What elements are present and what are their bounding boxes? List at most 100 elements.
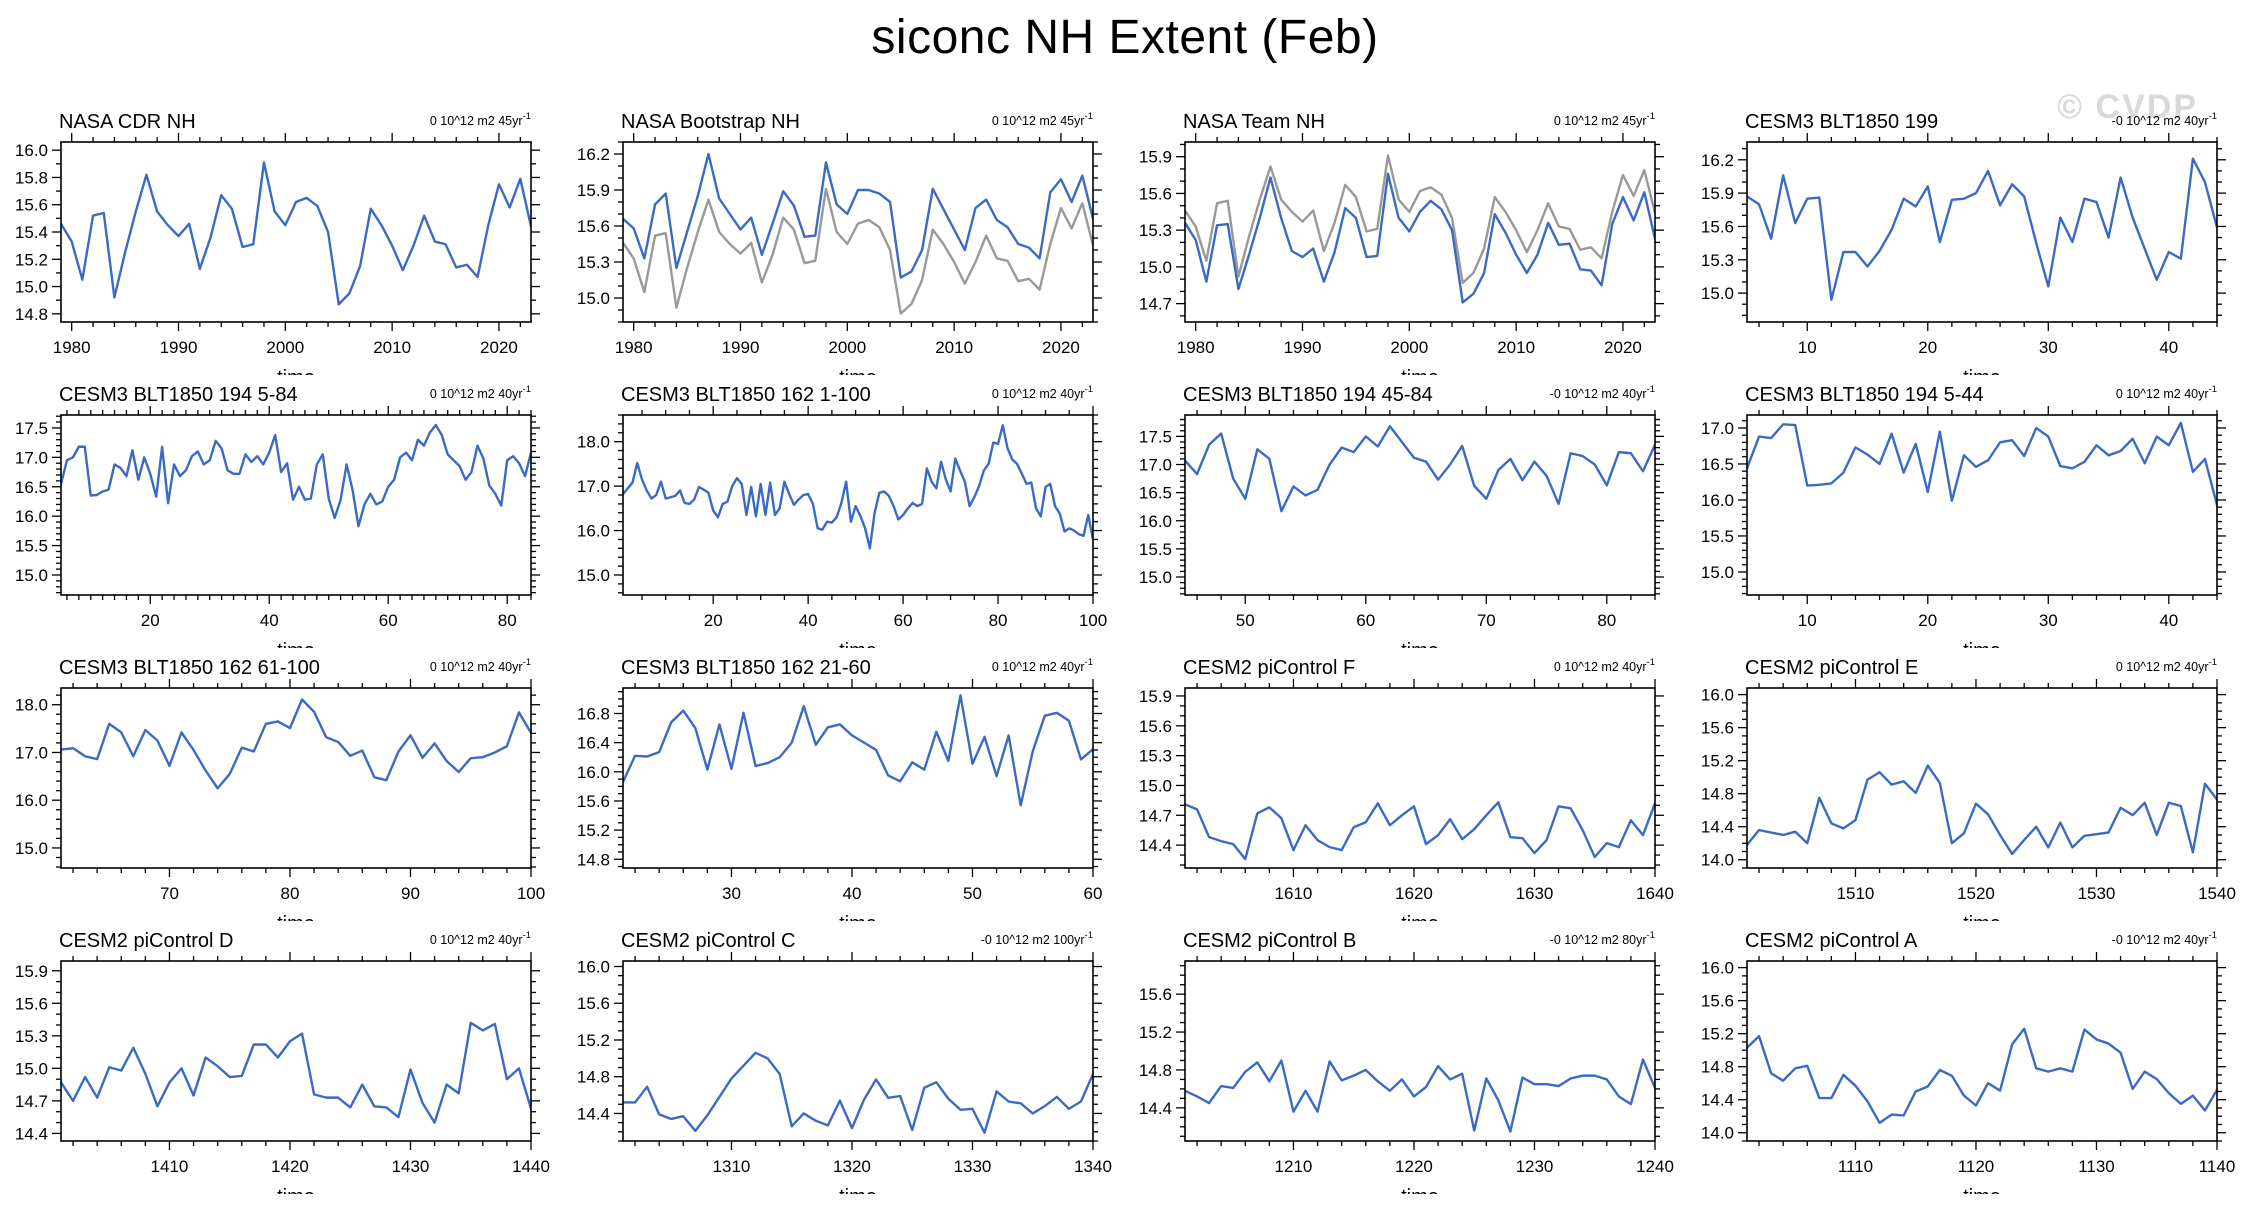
x-tick-label: 60 xyxy=(1356,611,1375,630)
plot-frame xyxy=(1746,687,2218,869)
trend-label: -0 10^12 m2 40yr-1 xyxy=(1550,384,1655,401)
y-tick-label: 15.6 xyxy=(1139,717,1172,736)
x-tick-label: 70 xyxy=(160,884,179,903)
trend-label: -0 10^12 m2 100yr-1 xyxy=(981,930,1093,947)
chart-svg: CESM2 piControl D 0 10^12 m2 40yr-1 1410 14… xyxy=(15,930,550,1208)
trend-label: -0 10^12 m2 80yr-1 xyxy=(1550,930,1655,947)
plot-frame xyxy=(1184,687,1656,869)
trend-label: 0 10^12 m2 40yr-1 xyxy=(992,657,1093,674)
data-line-primary xyxy=(61,423,531,528)
y-tick-label: 16.0 xyxy=(15,791,48,810)
chart-svg: NASA CDR NH 0 10^12 m2 45yr-1 1980 1990 2000… xyxy=(15,111,540,389)
trend-label: 0 10^12 m2 40yr-1 xyxy=(430,930,531,947)
y-tick-label: 15.2 xyxy=(1701,1025,1734,1044)
data-line-primary xyxy=(623,694,1093,807)
x-tick-label: 1990 xyxy=(160,338,198,357)
chart-svg: CESM3 BLT1850 199 -0 10^12 m2 40yr-1 10 20 3… xyxy=(1701,111,2226,389)
y-tick-label: 15.2 xyxy=(577,1031,610,1050)
x-tick-label: 2020 xyxy=(480,338,518,357)
y-tick-label: 15.3 xyxy=(1139,747,1172,766)
plot-frame xyxy=(1184,414,1656,596)
chart-svg: CESM2 piControl B -0 10^12 m2 80yr-1 1210 1… xyxy=(1139,930,1674,1208)
x-tick-label: 80 xyxy=(989,611,1008,630)
y-tick-label: 15.0 xyxy=(15,278,48,297)
chart-panel: CESM3 BLT1850 162 61-100 0 10^12 m2 40yr-… xyxy=(1,648,563,935)
x-tick-label: 1240 xyxy=(1636,1157,1674,1176)
chart-panel: CESM3 BLT1850 162 1-100 0 10^12 m2 40yr-1… xyxy=(563,375,1125,662)
axis-ticks xyxy=(614,133,1102,331)
chart-panel: CESM2 piControl B -0 10^12 m2 80yr-1 1210 1… xyxy=(1125,921,1687,1208)
chart-panel: CESM2 piControl D 0 10^12 m2 40yr-1 1410 14… xyxy=(1,921,563,1208)
y-tick-label: 16.0 xyxy=(1701,959,1734,978)
y-tick-label: 16.0 xyxy=(1701,491,1734,510)
trend-label: 0 10^12 m2 40yr-1 xyxy=(430,384,531,401)
x-tick-label: 1990 xyxy=(1284,338,1322,357)
y-tick-label: 15.6 xyxy=(1701,719,1734,738)
y-tick-label: 15.6 xyxy=(1701,217,1734,236)
axis-ticks xyxy=(614,952,1102,1150)
trend-label: 0 10^12 m2 40yr-1 xyxy=(2116,657,2217,674)
x-axis-label: time xyxy=(1963,367,2001,375)
x-tick-label: 1520 xyxy=(1957,884,1995,903)
y-tick-label: 15.5 xyxy=(1139,540,1172,559)
data-line-primary xyxy=(61,161,531,306)
y-tick-label: 14.7 xyxy=(1139,295,1172,314)
plot-frame xyxy=(1746,414,2218,596)
y-tick-label: 15.9 xyxy=(577,181,610,200)
y-tick-label: 16.0 xyxy=(15,141,48,160)
x-axis-label: time xyxy=(1401,913,1439,921)
y-tick-label: 15.0 xyxy=(15,1059,48,1078)
y-tick-label: 17.0 xyxy=(15,743,48,762)
axis-ticks xyxy=(1738,406,2226,604)
y-tick-label: 14.4 xyxy=(1139,836,1172,855)
y-tick-label: 17.5 xyxy=(15,419,48,438)
x-axis-label: time xyxy=(277,367,315,375)
x-tick-label: 1610 xyxy=(1275,884,1313,903)
panel-title: CESM3 BLT1850 194 5-84 xyxy=(59,384,298,406)
y-tick-label: 16.0 xyxy=(577,763,610,782)
panel-title: CESM2 piControl E xyxy=(1745,657,1918,679)
trend-label: 0 10^12 m2 40yr-1 xyxy=(430,657,531,674)
y-tick-label: 14.4 xyxy=(1139,1099,1172,1118)
panel-title: CESM3 BLT1850 162 1-100 xyxy=(621,384,871,406)
y-tick-label: 15.9 xyxy=(1701,184,1734,203)
x-axis-label: time xyxy=(277,913,315,921)
y-tick-label: 15.0 xyxy=(15,566,48,585)
x-tick-label: 70 xyxy=(1477,611,1496,630)
y-tick-label: 15.2 xyxy=(1139,1023,1172,1042)
y-tick-label: 16.5 xyxy=(1701,455,1734,474)
axis-ticks xyxy=(52,406,540,604)
data-line-secondary xyxy=(623,187,1093,315)
data-line-secondary xyxy=(1185,154,1655,285)
axis-ticks xyxy=(52,133,540,331)
data-line-primary xyxy=(1185,1058,1655,1133)
data-line-primary xyxy=(1747,157,2217,301)
y-tick-label: 14.4 xyxy=(15,1124,48,1143)
x-tick-label: 1130 xyxy=(2078,1157,2115,1176)
plot-frame xyxy=(1184,141,1656,323)
x-tick-label: 80 xyxy=(281,884,300,903)
chart-svg: CESM3 BLT1850 162 1-100 0 10^12 m2 40yr-1… xyxy=(577,384,1107,662)
plot-frame xyxy=(622,687,1094,869)
data-line-primary xyxy=(623,152,1093,279)
x-tick-label: 1630 xyxy=(1516,884,1554,903)
y-tick-label: 14.7 xyxy=(1139,806,1172,825)
chart-svg: CESM2 piControl F 0 10^12 m2 40yr-1 1610 16… xyxy=(1139,657,1674,935)
y-tick-label: 14.4 xyxy=(577,1104,610,1123)
plot-frame xyxy=(622,960,1094,1142)
axis-ticks xyxy=(1176,133,1664,331)
data-line-primary xyxy=(1747,1027,2217,1125)
axis-ticks xyxy=(1176,952,1664,1150)
y-tick-label: 17.0 xyxy=(1701,419,1734,438)
x-tick-label: 100 xyxy=(517,884,545,903)
plot-frame xyxy=(1184,960,1656,1142)
chart-svg: NASA Bootstrap NH 0 10^12 m2 45yr-1 1980 19… xyxy=(577,111,1102,389)
plot-frame xyxy=(60,141,532,323)
y-tick-label: 17.5 xyxy=(1139,427,1172,446)
y-tick-label: 15.0 xyxy=(1139,258,1172,277)
y-tick-label: 15.9 xyxy=(1139,148,1172,167)
x-tick-label: 100 xyxy=(1079,611,1107,630)
chart-svg: CESM2 piControl E 0 10^12 m2 40yr-1 1510 15… xyxy=(1701,657,2236,935)
axis-ticks xyxy=(1176,406,1664,604)
